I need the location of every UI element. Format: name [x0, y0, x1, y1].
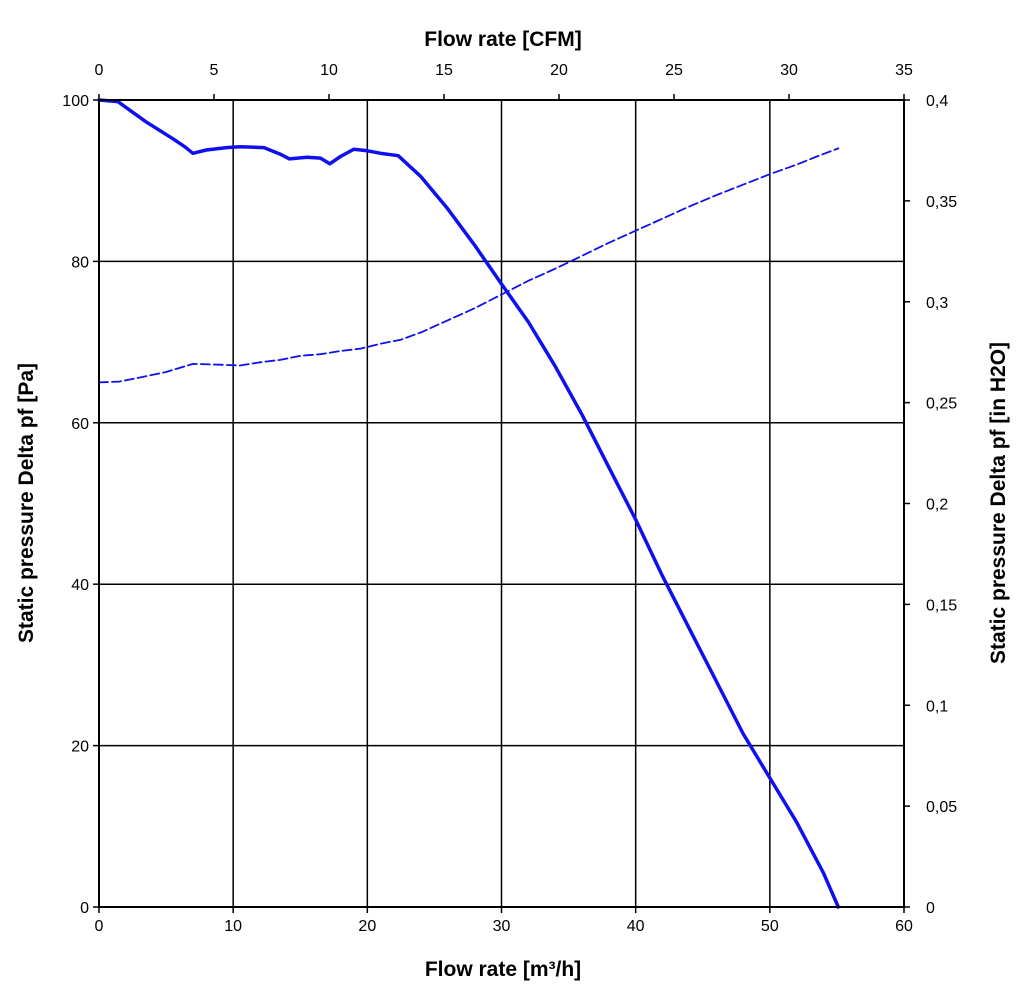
- x-tick-label: 20: [358, 918, 376, 935]
- y-axis-title: Static pressure Delta pf [Pa]: [15, 363, 38, 643]
- y2-tick-label: 0,15: [926, 597, 957, 614]
- y2-axis-title: Static pressure Delta pf [in H2O]: [987, 342, 1010, 664]
- x-tick-label: 60: [895, 918, 913, 935]
- x2-axis-title: Flow rate [CFM]: [424, 28, 582, 51]
- x-tick-label: 10: [224, 918, 242, 935]
- y2-tick-label: 0,4: [926, 93, 948, 110]
- y-tick-label: 20: [71, 739, 89, 756]
- ticks-group: 0 10 20 30 40 50 60 0 20 40 60 80 100 0 5 10 15 20 25 30 35 0…: [62, 62, 957, 935]
- y-tick-label: 100: [62, 93, 89, 110]
- y-tick-label: 60: [71, 416, 89, 433]
- x2-tick-label: 35: [895, 62, 913, 79]
- x2-tick-label: 20: [550, 62, 568, 79]
- x2-tick-label: 10: [320, 62, 338, 79]
- x-tick-label: 40: [627, 918, 645, 935]
- x-tick-label: 0: [95, 918, 104, 935]
- y2-tick-label: 0,1: [926, 698, 948, 715]
- series-group: [97, 98, 841, 909]
- x2-tick-label: 30: [780, 62, 798, 79]
- x2-tick-label: 15: [435, 62, 453, 79]
- y2-tick-label: 0,25: [926, 396, 957, 413]
- y2-tick-label: 0: [926, 900, 935, 917]
- series-line-2: [98, 147, 840, 384]
- y2-tick-label: 0,3: [926, 295, 948, 312]
- x2-tick-label: 5: [210, 62, 219, 79]
- x2-tick-label: 0: [95, 62, 104, 79]
- series-line-1: [97, 98, 841, 909]
- y-tick-label: 40: [71, 577, 89, 594]
- x-tick-label: 30: [493, 918, 511, 935]
- x-axis-title: Flow rate [m³/h]: [425, 958, 581, 981]
- x-tick-label: 50: [761, 918, 779, 935]
- y2-tick-label: 0,2: [926, 497, 948, 514]
- y-tick-label: 0: [80, 900, 89, 917]
- y2-tick-label: 0,35: [926, 194, 957, 211]
- y2-tick-label: 0,05: [926, 799, 957, 816]
- y-tick-label: 80: [71, 254, 89, 271]
- x2-tick-label: 25: [665, 62, 683, 79]
- grid: [99, 100, 904, 907]
